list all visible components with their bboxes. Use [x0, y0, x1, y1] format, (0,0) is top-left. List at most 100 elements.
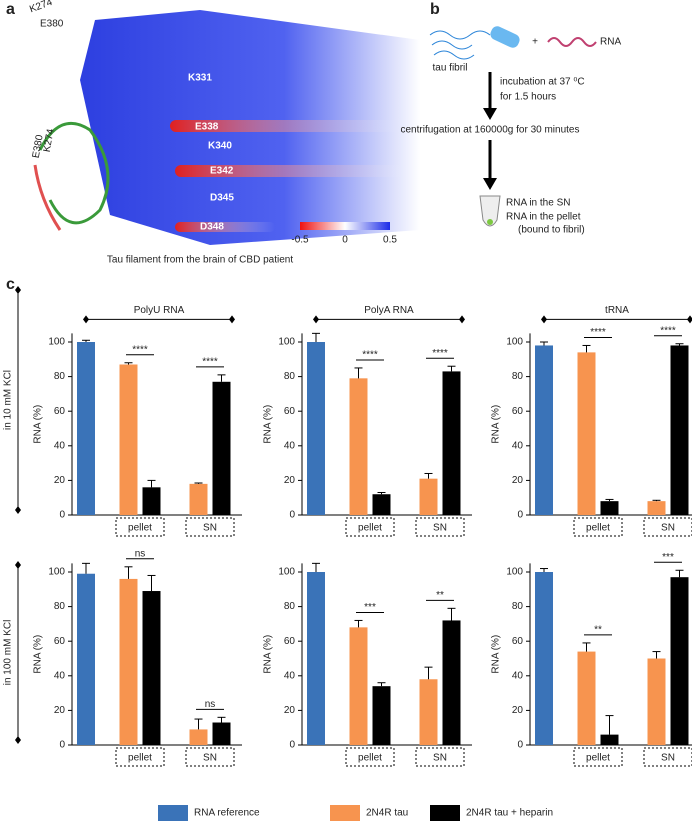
sig-label: **** — [590, 327, 606, 338]
legend-swatch — [430, 805, 460, 821]
step: for 1.5 hours — [500, 92, 556, 103]
y-axis-label: RNA (%) — [33, 405, 44, 444]
bar — [349, 378, 368, 515]
tube — [479, 195, 501, 227]
y-tick-label: 20 — [54, 475, 66, 486]
y-axis-label: RNA (%) — [33, 635, 44, 674]
chart-title: PolyA RNA — [364, 305, 414, 316]
x-tick-label: SN — [661, 523, 675, 534]
x-tick-label: pellet — [586, 523, 610, 534]
group-box — [573, 747, 623, 767]
row-label: in 100 mM KCl — [3, 620, 14, 686]
stripe — [175, 222, 275, 232]
y-tick-label: 40 — [512, 670, 524, 681]
y-tick-label: 100 — [506, 337, 523, 348]
y-tick-label: 60 — [54, 636, 66, 647]
bar — [142, 487, 161, 515]
step: centrifugation at 160000g for 30 minutes — [400, 125, 579, 136]
sig-label: **** — [132, 344, 148, 355]
y-tick-label: 60 — [54, 406, 66, 417]
residue: K340 — [208, 141, 232, 152]
sig-label: **** — [202, 357, 218, 368]
y-tick-label: 80 — [284, 601, 296, 612]
bar — [189, 483, 208, 515]
y-tick-label: 80 — [54, 601, 66, 612]
sig-label: ns — [205, 699, 216, 710]
bar — [372, 686, 391, 745]
y-tick-label: 60 — [512, 406, 524, 417]
sig-label: *** — [662, 552, 674, 563]
y-tick-label: 40 — [284, 440, 296, 451]
legend-label: 2N4R tau — [366, 808, 408, 819]
bar — [142, 591, 161, 745]
sig-label: ** — [436, 590, 444, 601]
bar — [600, 734, 619, 745]
y-tick-label: 20 — [284, 705, 296, 716]
bar — [77, 573, 95, 745]
sig-label: **** — [432, 348, 448, 359]
fibril-label: tau fibril — [432, 63, 467, 74]
y-tick-label: 20 — [284, 475, 296, 486]
y-tick-label: 40 — [54, 670, 66, 681]
rna-label: RNA — [600, 37, 621, 48]
x-tick-label: SN — [661, 753, 675, 764]
residue: D348 — [200, 222, 224, 233]
bar — [212, 722, 231, 745]
panel-label: c — [6, 276, 15, 293]
y-tick-label: 60 — [284, 406, 296, 417]
y-axis-label: RNA (%) — [491, 635, 502, 674]
x-tick-label: pellet — [358, 523, 382, 534]
y-tick-label: 0 — [289, 510, 295, 521]
y-tick-label: 100 — [506, 567, 523, 578]
bar — [647, 501, 666, 515]
y-axis-label: RNA (%) — [491, 405, 502, 444]
inset-fold — [33, 164, 62, 231]
caption: Tau filament from the brain of CBD patie… — [107, 255, 293, 266]
y-tick-label: 100 — [48, 567, 65, 578]
x-tick-label: SN — [433, 523, 447, 534]
x-tick-label: pellet — [128, 523, 152, 534]
bar — [212, 381, 231, 515]
chart-title: tRNA — [605, 305, 629, 316]
group-box — [345, 747, 395, 767]
residue: E380 — [40, 19, 64, 30]
y-tick-label: 100 — [278, 567, 295, 578]
colorbar-tick: 0.5 — [383, 235, 397, 246]
colorbar — [300, 222, 390, 230]
bar — [600, 501, 619, 515]
row-label: in 10 mM KCl — [3, 370, 14, 430]
group-box — [115, 517, 165, 537]
y-tick-label: 20 — [512, 475, 524, 486]
panel-label: a — [6, 1, 15, 18]
group-box — [643, 517, 692, 537]
bar — [307, 342, 325, 515]
bar — [119, 578, 138, 745]
y-tick-label: 20 — [512, 705, 524, 716]
bar — [670, 577, 689, 745]
legend-swatch — [330, 805, 360, 821]
bar — [419, 679, 438, 745]
bar — [372, 494, 391, 515]
legend-swatch — [158, 805, 188, 821]
x-tick-label: pellet — [586, 753, 610, 764]
sig-label: **** — [362, 350, 378, 361]
pellet — [487, 219, 493, 225]
legend-label: RNA reference — [194, 808, 260, 819]
group-box — [185, 747, 235, 767]
y-axis-label: RNA (%) — [263, 635, 274, 674]
sig-label: ns — [135, 548, 146, 559]
outcome: RNA in the pellet — [506, 212, 581, 223]
step: incubation at 37 ⁰C — [500, 77, 585, 88]
bar — [77, 342, 95, 515]
outcome: (bound to fibril) — [518, 225, 585, 236]
y-axis-label: RNA (%) — [263, 405, 274, 444]
plus: + — [532, 37, 538, 48]
residue: E342 — [210, 166, 234, 177]
y-tick-label: 0 — [517, 510, 523, 521]
bar — [670, 345, 689, 515]
bar — [419, 478, 438, 515]
stripe — [175, 165, 405, 177]
group-box — [345, 517, 395, 537]
y-tick-label: 0 — [289, 740, 295, 751]
